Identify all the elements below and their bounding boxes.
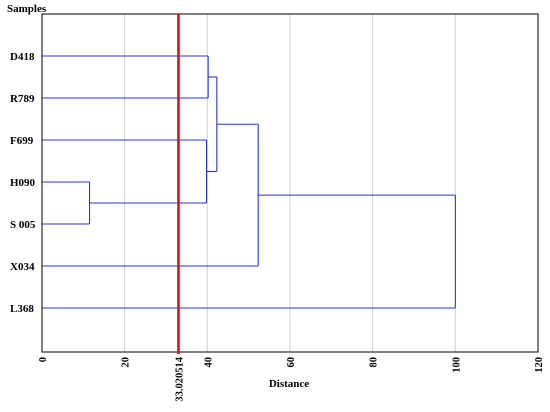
- x-tick-label: 20: [121, 357, 132, 368]
- x-tick-label: 100: [451, 357, 462, 373]
- dendrogram-branches: [42, 55, 456, 309]
- sample-label: L368: [10, 303, 34, 315]
- x-tick-label: 0: [38, 357, 49, 362]
- x-tick-label: 40: [203, 357, 214, 368]
- sample-label: S 005: [10, 219, 36, 231]
- sample-label: D418: [10, 51, 35, 63]
- x-tick-labels: 0 20 40 60 80 100 120: [38, 357, 545, 373]
- cutoff-line-group: 33.020514: [174, 14, 185, 402]
- y-axis-title: Samples: [7, 3, 47, 15]
- x-tick-label: 60: [286, 357, 297, 368]
- plot-frame: [41, 13, 539, 353]
- grid-layer: [124, 14, 456, 352]
- x-tick-label: 120: [534, 357, 545, 373]
- x-tick-label: 80: [369, 357, 380, 368]
- sample-label: R789: [10, 93, 35, 105]
- sample-labels: D418 R789 F699 H090 S 005 X034 L368: [10, 51, 36, 315]
- sample-label: X034: [10, 261, 35, 273]
- sample-label: F699: [10, 135, 34, 147]
- sample-label: H090: [10, 177, 36, 189]
- cutoff-label: 33.020514: [174, 356, 185, 401]
- x-axis-title: Distance: [269, 378, 309, 390]
